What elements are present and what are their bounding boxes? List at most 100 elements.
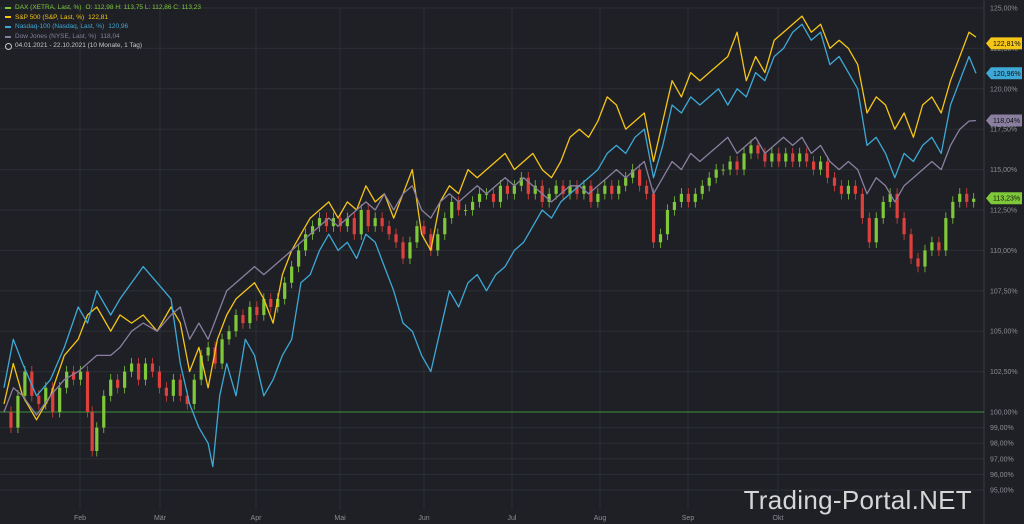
x-axis: Feb Mär Apr Mai Jun Jul Aug Sep Okt	[74, 515, 784, 522]
candle-body	[596, 193, 600, 202]
legend-dax-label: DAX (XETRA, Last, %)	[15, 4, 82, 11]
candle-body	[129, 363, 134, 372]
candle-body	[220, 339, 224, 364]
candle-body	[860, 193, 864, 219]
candle-body	[150, 363, 155, 372]
candle-body	[401, 242, 405, 259]
candle-body	[422, 226, 426, 235]
candle-body	[895, 193, 899, 219]
last-value-badges: 122,81% 120,96% 118,04% 113,23%	[986, 37, 1022, 205]
candle-body	[457, 201, 461, 210]
legend-ndx-label: Nasdaq-100 (Nasdaq, Last, %)	[15, 23, 105, 31]
y-tick-label: 107,50%	[990, 288, 1018, 295]
candle-body	[784, 153, 788, 162]
candle-body	[749, 145, 753, 154]
candle-body	[519, 177, 523, 186]
candle-body	[839, 185, 844, 194]
candle-body	[269, 298, 273, 307]
y-tick-label: 97,00%	[990, 456, 1014, 463]
legend-spx[interactable]: S&P 500 (S&P, Last, %) 122,81	[5, 13, 201, 23]
candle-body	[366, 210, 370, 227]
candle-body	[930, 242, 934, 251]
candle-body	[812, 161, 816, 170]
series-line-spx	[3, 15, 977, 421]
x-tick-label: Jul	[508, 515, 517, 522]
candle-body	[923, 250, 927, 267]
candle-body	[686, 193, 690, 202]
candle-body	[547, 193, 551, 202]
candle-body	[464, 210, 468, 211]
candle-body	[972, 198, 976, 202]
y-tick-label: 112,50%	[990, 208, 1017, 215]
candle-body	[679, 193, 683, 202]
candle-body	[707, 177, 711, 186]
candle-body	[324, 218, 329, 227]
legend-spx-swatch	[5, 16, 11, 19]
candle-body	[227, 331, 231, 340]
candle-body	[554, 185, 558, 194]
candle-body	[603, 185, 607, 194]
candle-body	[498, 185, 503, 202]
candle-body	[512, 185, 516, 194]
candle-body	[617, 185, 621, 194]
candle-body	[944, 218, 948, 251]
candle-body	[276, 298, 280, 307]
candle-body	[965, 193, 969, 202]
candle-body	[700, 185, 704, 194]
candle-body	[888, 193, 892, 202]
legend-dax[interactable]: DAX (XETRA, Last, %) O: 112,98 H: 113,75…	[5, 3, 201, 13]
candle-body	[123, 371, 127, 388]
candle-body	[352, 218, 356, 235]
candle-body	[303, 234, 308, 251]
candle-body	[624, 177, 628, 186]
y-tick-label: 105,00%	[990, 329, 1018, 336]
candle-body	[818, 161, 823, 170]
clock-icon	[5, 42, 12, 50]
candle-body	[234, 315, 238, 332]
candle-body	[171, 379, 175, 396]
candle-body	[874, 218, 878, 243]
y-tick-label: 125,00%	[990, 6, 1018, 13]
y-tick-label: 102,50%	[990, 369, 1018, 376]
candle-body	[90, 412, 94, 451]
candle-body	[283, 282, 287, 299]
candle-body	[853, 185, 857, 194]
candle-body	[693, 193, 697, 202]
candle-body	[651, 193, 656, 243]
legend-dji-swatch	[5, 35, 11, 38]
candle-body	[95, 427, 99, 451]
candle-body	[791, 153, 795, 162]
candle-body	[846, 185, 851, 194]
candle-body	[867, 218, 871, 243]
x-tick-label: Mai	[334, 515, 346, 522]
candle-body	[728, 161, 732, 170]
candle-body	[206, 347, 210, 356]
legend-ndx-swatch	[5, 25, 11, 28]
candle-body	[58, 387, 62, 412]
candle-body	[756, 145, 760, 154]
badge-label: 113,23%	[993, 196, 1020, 203]
candle-body	[102, 395, 106, 428]
series-line-ndx	[3, 23, 977, 468]
candle-body	[881, 201, 885, 219]
legend-dji-value: 118,04	[100, 32, 120, 40]
candle-body	[825, 161, 830, 178]
x-tick-label: Mär	[154, 515, 167, 522]
legend-dji[interactable]: Dow Jones (NYSE, Last, %) 118,04	[5, 32, 201, 42]
series-line-dji	[3, 119, 977, 416]
candle-body	[178, 379, 182, 396]
candle-body	[387, 226, 391, 235]
candle-body	[359, 210, 363, 235]
y-tick-label: 115,00%	[990, 167, 1017, 174]
grid-lines	[0, 0, 985, 524]
badge-label: 118,04%	[993, 118, 1020, 125]
legend-ndx[interactable]: Nasdaq-100 (Nasdaq, Last, %) 120,96	[5, 22, 201, 32]
candle-body	[116, 379, 120, 388]
candle-body	[902, 218, 906, 235]
candle-body	[916, 258, 920, 267]
candle-body	[937, 242, 941, 251]
candle-body	[394, 234, 398, 243]
candle-body	[297, 250, 301, 267]
badge-label: 120,96%	[993, 71, 1021, 78]
y-tick-label: 99,00%	[990, 425, 1014, 432]
